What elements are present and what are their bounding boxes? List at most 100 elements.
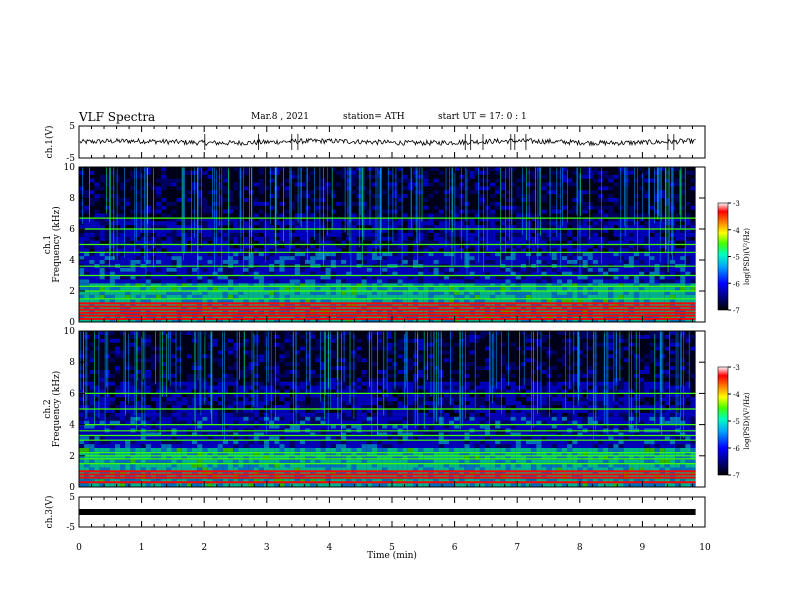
ch2-spectrogram-cell xyxy=(79,471,85,476)
ch1-spectrogram-cell xyxy=(233,205,239,210)
ch1-spectrogram-cell xyxy=(474,244,480,249)
ch1-spectrogram-cell xyxy=(531,244,537,249)
ch1-spectrogram-cell xyxy=(454,229,460,233)
ch1-spectrogram-cell xyxy=(500,186,506,191)
ch1-spectrogram-cell xyxy=(300,283,306,288)
ch1-spectrogram-cell xyxy=(397,229,403,233)
ch1-spectrogram-cell xyxy=(572,302,578,307)
ch1-spectrogram-cell xyxy=(669,279,676,284)
ch1-spectrogram-cell xyxy=(438,236,444,241)
ch1-spectrogram-cell xyxy=(551,306,557,311)
ch1-spectrogram-cell xyxy=(346,236,352,241)
ch1-spectrogram-cell xyxy=(253,279,259,284)
ch1-spectrogram-cell xyxy=(171,209,177,214)
ch1-spectrogram-cell xyxy=(443,291,449,295)
ch1-spectrogram-cell xyxy=(623,170,629,175)
ch1-spectrogram-cell xyxy=(572,267,578,272)
ch1-spectrogram-cell xyxy=(418,302,424,307)
ch1-spectrogram-cell xyxy=(526,205,532,210)
ch1-spectrogram-cell xyxy=(608,213,614,218)
ch1-spectrogram-cell xyxy=(202,287,208,291)
ch1-spectrogram-cell xyxy=(84,248,90,253)
ch2-spectrogram-cell xyxy=(94,463,100,468)
ch1-spectrogram-cell xyxy=(531,194,537,198)
ch1-spectrogram-cell xyxy=(515,291,521,295)
ch1-spectrogram-cell xyxy=(592,170,598,175)
ch1-spectrogram-cell xyxy=(515,221,521,226)
ch1-spectrogram-cell xyxy=(115,271,121,276)
ch1-spectrogram-cell xyxy=(264,260,270,264)
ch2-spectrogram-cell xyxy=(135,467,141,472)
ch1-spectrogram-cell xyxy=(366,275,372,280)
ch1-spectrogram-cell xyxy=(351,252,357,257)
ch1-spectrogram-cell xyxy=(371,252,378,257)
ch2-spectrogram-cell xyxy=(603,459,609,464)
ch1-spectrogram-cell xyxy=(654,287,660,291)
ch2-spectrogram-cell xyxy=(592,455,598,460)
ch1-spectrogram-cell xyxy=(233,302,239,307)
ch1-spectrogram-cell xyxy=(443,318,449,322)
ch1-spectrogram-cell xyxy=(664,291,670,295)
ch1-spectrogram-cell xyxy=(582,221,588,226)
ch1-spectrogram-cell xyxy=(94,225,100,229)
ch1-spectrogram-cell xyxy=(562,279,568,284)
ch2-spectrogram-cell xyxy=(248,479,254,484)
ch1-spectrogram-cell xyxy=(197,217,203,222)
ch1-spectrogram-cell xyxy=(474,275,480,280)
ch2-spectrogram-cell xyxy=(459,479,465,484)
ch1-spectrogram-cell xyxy=(330,279,336,284)
ch1-spectrogram-cell xyxy=(192,275,198,280)
ch1-spectrogram-cell xyxy=(479,279,485,284)
ch1-spectrogram-cell xyxy=(382,275,388,280)
ch2-spectrogram-cell xyxy=(469,463,475,468)
ch1-spectrogram-cell xyxy=(603,186,609,191)
ch1-spectrogram-cell xyxy=(654,318,660,322)
ch1-spectrogram-cell xyxy=(669,298,676,303)
ch1-spectrogram-cell xyxy=(654,252,660,257)
ch1-spectrogram-cell xyxy=(526,221,532,226)
ch1-spectrogram-cell xyxy=(423,298,429,303)
ch1-spectrogram-cell xyxy=(310,232,316,237)
ch1-spectrogram-cell xyxy=(520,279,527,284)
ch1-spectrogram-cell xyxy=(156,248,162,253)
ch2-spectrogram-cell xyxy=(664,479,670,484)
ch1-spectrogram-cell xyxy=(274,298,280,303)
ch2-spectrogram-cell xyxy=(371,467,378,472)
ch1-spectrogram-cell xyxy=(243,260,249,264)
ch1-spectrogram-cell xyxy=(140,244,146,249)
ch1-spectrogram-cell xyxy=(562,256,568,260)
ch1-spectrogram-cell xyxy=(500,298,506,303)
ch1-spectrogram-cell xyxy=(140,283,146,288)
ch1-spectrogram-cell xyxy=(279,267,285,272)
ch1-spectrogram-cell xyxy=(212,240,218,245)
ch1-spectrogram-cell xyxy=(264,232,270,237)
ch1-spectrogram-cell xyxy=(176,298,182,303)
ch1-spectrogram-cell xyxy=(438,256,444,260)
ch1-spectrogram-cell xyxy=(79,306,85,311)
ch2-spectrogram-cell xyxy=(423,455,429,460)
ch1-spectrogram-cell xyxy=(176,178,182,183)
ch1-spectrogram-cell xyxy=(125,221,131,226)
ch1-spectrogram-cell xyxy=(551,225,557,229)
ch1-spectrogram-cell xyxy=(469,279,475,284)
ch2-spectrogram-cell xyxy=(289,455,295,460)
ch2-spectrogram-cell xyxy=(515,451,521,456)
ch1-spectrogram-cell xyxy=(515,294,521,299)
ch1-spectrogram-cell xyxy=(84,229,90,233)
ch2-spectrogram-cell xyxy=(582,451,588,456)
ch1-spectrogram-cell xyxy=(207,167,213,171)
ch1-waveform-trace xyxy=(79,137,696,147)
ch1-spectrogram-cell xyxy=(135,232,141,237)
ch1-spectrogram-cell xyxy=(680,271,686,276)
ch1-spectrogram-cell xyxy=(443,267,449,272)
ch1-spectrogram-cell xyxy=(546,244,552,249)
ch1-spectrogram-cell xyxy=(500,205,506,210)
ch1-spectrogram-cell xyxy=(156,186,162,191)
ch1-spectrogram-cell xyxy=(371,248,378,253)
ch1-spectrogram-cell xyxy=(613,256,619,260)
ch2-spectrogram-cell xyxy=(433,459,439,464)
ch1-spectrogram-cell xyxy=(135,225,141,229)
ch1-spectrogram-cell xyxy=(233,291,239,295)
ch2-spectrogram-cell xyxy=(315,451,321,456)
ch2-spectrogram-cell xyxy=(413,471,419,476)
